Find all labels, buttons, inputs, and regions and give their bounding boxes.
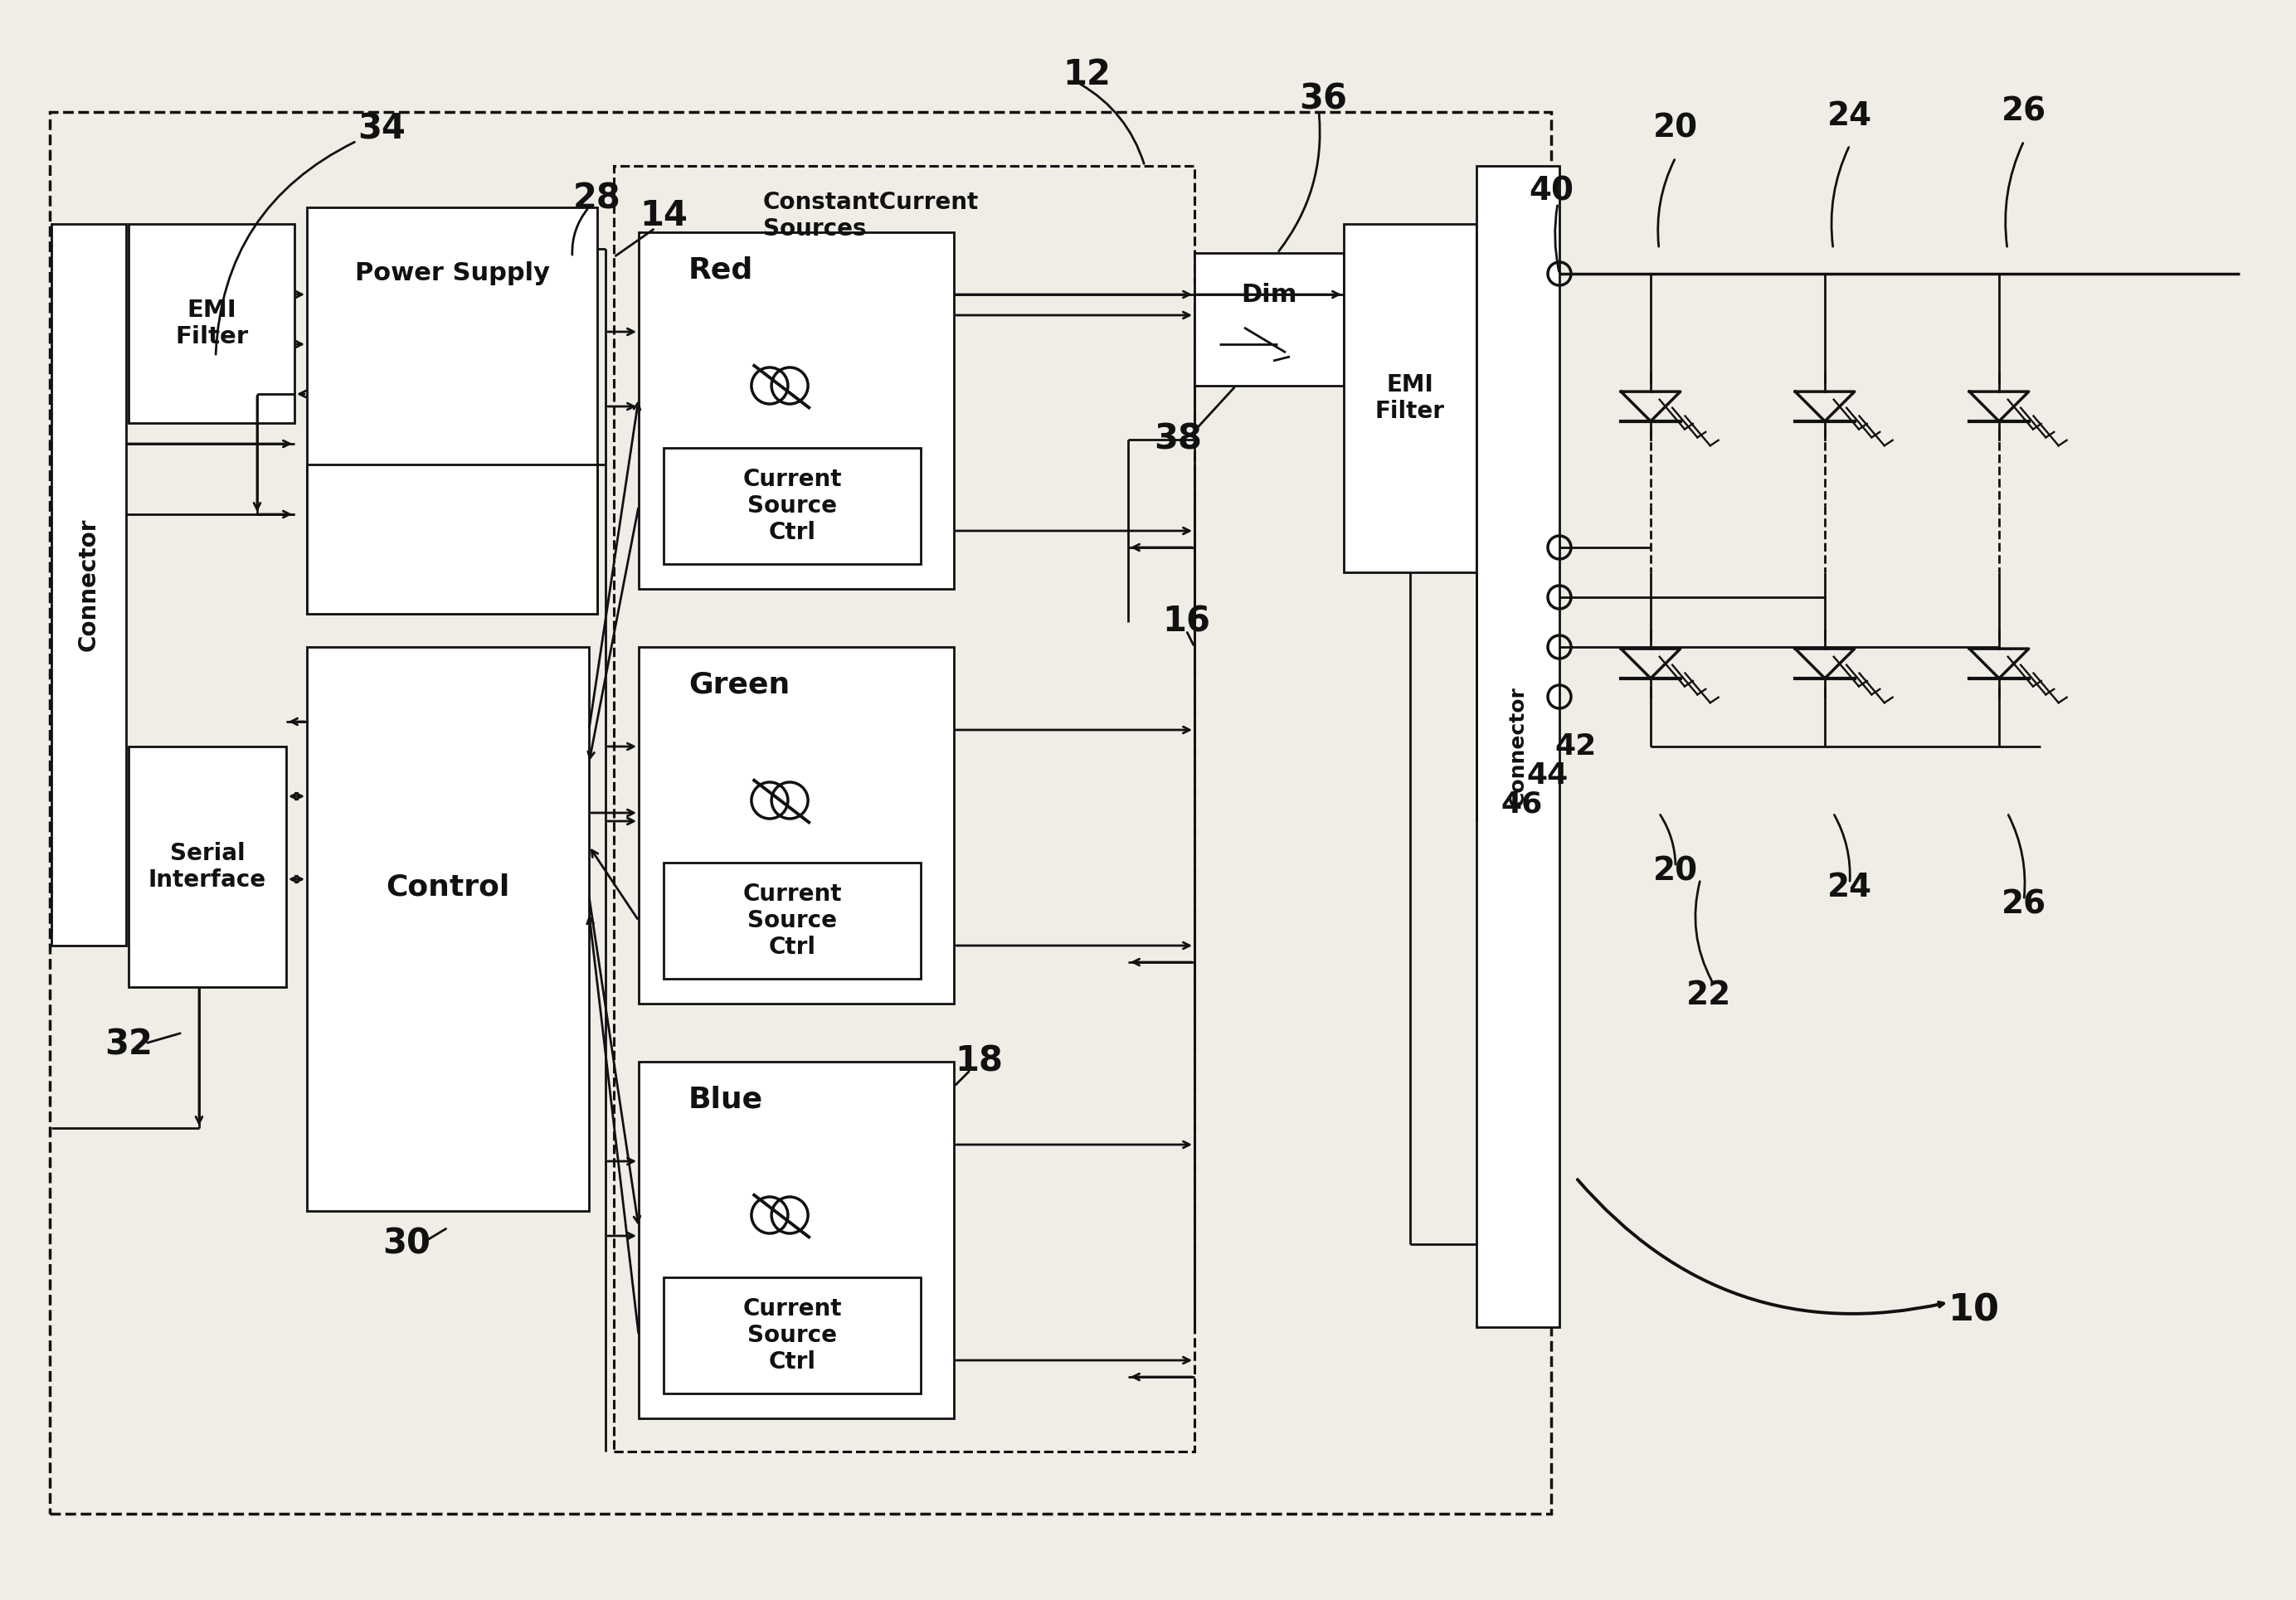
- Text: 30: 30: [383, 1227, 432, 1261]
- Text: Power Supply: Power Supply: [354, 262, 549, 286]
- Text: 20: 20: [1653, 854, 1699, 886]
- Text: Serial
Interface: Serial Interface: [149, 842, 266, 891]
- Text: Connector: Connector: [1508, 686, 1527, 806]
- Text: Current
Source
Ctrl: Current Source Ctrl: [742, 882, 843, 958]
- Bar: [613, 166, 1194, 1451]
- Text: 10: 10: [1949, 1293, 2000, 1328]
- Bar: [1194, 253, 1343, 386]
- Text: 18: 18: [955, 1045, 1003, 1078]
- Text: 24: 24: [1828, 101, 1871, 131]
- Text: 32: 32: [106, 1027, 152, 1062]
- Bar: [638, 232, 953, 589]
- Bar: [1476, 166, 1559, 1326]
- Bar: [1343, 224, 1476, 573]
- Text: EMI
Filter: EMI Filter: [174, 299, 248, 349]
- Text: 22: 22: [1685, 979, 1731, 1011]
- Bar: [51, 224, 126, 946]
- Bar: [664, 862, 921, 979]
- Text: 34: 34: [358, 110, 406, 146]
- Text: 12: 12: [1063, 58, 1111, 93]
- Bar: [664, 1277, 921, 1394]
- Text: Current
Source
Ctrl: Current Source Ctrl: [742, 1298, 843, 1374]
- Text: 16: 16: [1162, 605, 1210, 640]
- Bar: [308, 646, 590, 1211]
- Text: 20: 20: [1653, 114, 1699, 144]
- Text: 14: 14: [641, 198, 687, 234]
- Text: 26: 26: [2002, 96, 2046, 128]
- Bar: [308, 208, 597, 614]
- Text: EMI
Filter: EMI Filter: [1375, 373, 1444, 422]
- Text: Current
Source
Ctrl: Current Source Ctrl: [742, 467, 843, 544]
- Text: 46: 46: [1502, 790, 1543, 819]
- Text: Blue: Blue: [689, 1085, 762, 1114]
- Text: 44: 44: [1527, 762, 1568, 790]
- Bar: [51, 112, 1552, 1514]
- Text: 36: 36: [1300, 82, 1348, 117]
- Text: Connector: Connector: [78, 518, 101, 651]
- Bar: [129, 224, 294, 422]
- Text: 40: 40: [1529, 174, 1573, 206]
- Text: Red: Red: [689, 256, 753, 283]
- Bar: [664, 448, 921, 565]
- Text: 38: 38: [1155, 422, 1201, 458]
- Text: Control: Control: [386, 874, 510, 902]
- Text: 42: 42: [1554, 733, 1596, 760]
- Text: Dim: Dim: [1242, 283, 1297, 307]
- Text: 26: 26: [2002, 888, 2046, 920]
- Bar: [638, 1062, 953, 1418]
- Text: Green: Green: [689, 670, 790, 698]
- Bar: [638, 646, 953, 1003]
- Text: 24: 24: [1828, 872, 1871, 904]
- Text: 28: 28: [574, 182, 622, 216]
- Bar: [308, 464, 597, 614]
- Text: ConstantCurrent
Sources: ConstantCurrent Sources: [762, 190, 978, 240]
- Bar: [129, 747, 287, 987]
